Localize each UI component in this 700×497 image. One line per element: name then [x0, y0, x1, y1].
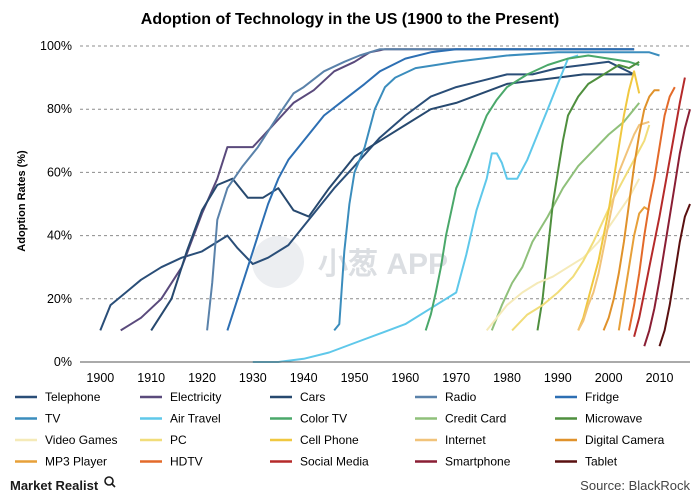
series-line-tablet [658, 203, 691, 347]
series-line-pc [511, 124, 651, 332]
y-tick-label: 80% [47, 102, 72, 116]
series-line-video-games [485, 178, 641, 332]
series-line-hdtv [628, 86, 676, 331]
legend: Telephone Electricity Cars Radio Fridge TV Air… [15, 390, 665, 469]
legend-label: Air Travel [170, 412, 221, 426]
legend-label: MP3 Player [45, 455, 107, 469]
legend-label: Cell Phone [300, 433, 359, 447]
series-line-cell-phone [577, 70, 641, 331]
watermark-logo-icon [252, 236, 304, 288]
y-tick-label: 100% [40, 39, 72, 53]
legend-label: Internet [445, 433, 486, 447]
x-tick-label: 1930 [239, 371, 267, 385]
y-tick-label: 20% [47, 292, 72, 306]
series-line-smartphone [643, 108, 691, 347]
footer-brand: Market Realist [10, 478, 99, 493]
series-line-tv [333, 51, 660, 332]
x-tick-label: 1990 [544, 371, 572, 385]
legend-label: Fridge [585, 390, 619, 404]
legend-label: Microwave [585, 412, 643, 426]
legend-label: Credit Card [445, 412, 506, 426]
y-tick-label: 0% [54, 355, 72, 369]
legend-label: PC [170, 433, 187, 447]
axis-layer: 0% 20% 40% 60% 80% 100% 1900 1910 1920 1930 1940 19… [40, 39, 690, 385]
series-layer [99, 48, 691, 363]
legend-label: Digital Camera [585, 433, 665, 447]
x-tick-label: 1920 [188, 371, 216, 385]
x-tick-label: 2010 [646, 371, 674, 385]
series-line-color-tv [424, 54, 640, 331]
series-line-digital-camera [602, 89, 660, 331]
series-line-air-travel [252, 54, 579, 363]
magnifier-icon [104, 476, 116, 488]
series-line-fridge [226, 48, 635, 331]
x-tick-label: 2000 [595, 371, 623, 385]
x-tick-label: 1950 [341, 371, 369, 385]
series-line-mp3-player [617, 206, 650, 331]
series-line-social-media [633, 77, 686, 337]
chart-title: Adoption of Technology in the US (1900 t… [141, 11, 559, 28]
x-tick-label: 1940 [290, 371, 318, 385]
legend-label: Electricity [170, 390, 221, 404]
legend-label: TV [45, 412, 60, 426]
series-line-microwave [536, 60, 640, 331]
legend-label: Telephone [45, 390, 101, 404]
watermark: 小葱 APP [252, 236, 448, 288]
legend-label: Radio [445, 390, 477, 404]
series-line-credit-card [490, 102, 640, 331]
legend-label: Video Games [45, 433, 118, 447]
series-line-electricity [120, 48, 635, 332]
y-axis-label: Adoption Rates (%) [16, 150, 28, 252]
footer-source: Source: BlackRock [580, 478, 690, 493]
legend-label: Smartphone [445, 455, 511, 469]
y-tick-label: 40% [47, 229, 72, 243]
y-tick-label: 60% [47, 165, 72, 179]
x-tick-label: 1900 [86, 371, 114, 385]
watermark-text: 小葱 APP [318, 248, 448, 281]
legend-label: Cars [300, 390, 325, 404]
legend-label: Color TV [300, 412, 347, 426]
x-tick-label: 1910 [137, 371, 165, 385]
series-line-internet [577, 120, 650, 331]
series-line-radio [206, 48, 635, 331]
legend-label: HDTV [170, 455, 203, 469]
x-tick-label: 1960 [391, 371, 419, 385]
x-tick-label: 1980 [493, 371, 521, 385]
x-tick-label: 1970 [442, 371, 470, 385]
series-line-cars [150, 73, 635, 331]
legend-label: Tablet [585, 455, 618, 469]
legend-label: Social Media [300, 455, 369, 469]
